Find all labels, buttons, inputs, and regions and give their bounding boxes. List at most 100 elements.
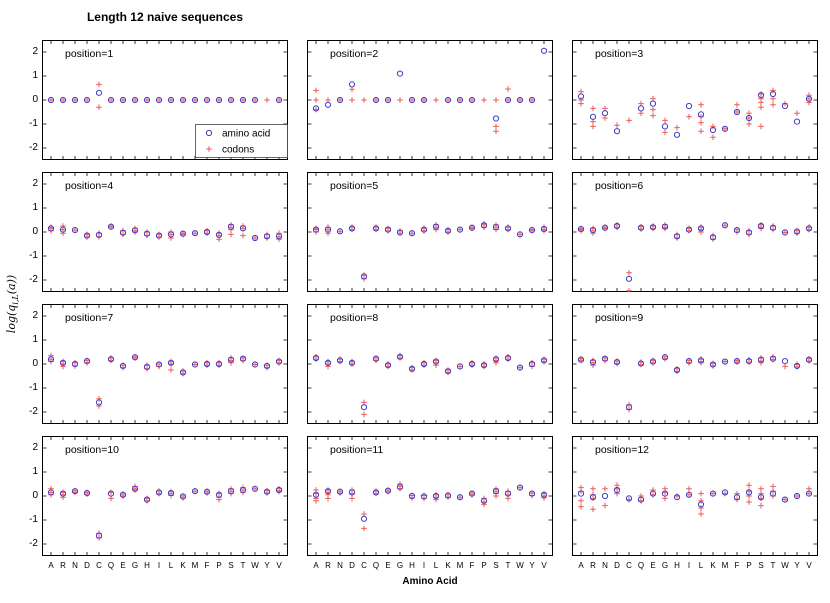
amino-acid-marker	[179, 230, 187, 237]
x-tick-label: V	[276, 561, 282, 570]
codon-marker	[180, 97, 186, 103]
codon-marker	[228, 97, 234, 103]
amino-acid-marker	[372, 96, 380, 104]
plot-area: position=8	[307, 304, 553, 424]
codon-marker	[758, 502, 764, 509]
codon-marker	[746, 121, 752, 127]
amino-acid-marker	[540, 226, 548, 233]
codon-marker	[782, 229, 788, 236]
codon-marker	[361, 411, 367, 418]
codon-marker	[758, 490, 764, 497]
codon-markers	[578, 354, 812, 413]
codon-marker	[325, 495, 331, 502]
amino-acid-marker	[324, 226, 332, 233]
amino-acid-marker	[239, 355, 247, 362]
x-tick-label: M	[721, 561, 729, 570]
amino-acid-marker	[685, 102, 693, 110]
panel-border	[307, 304, 553, 424]
amino-acid-marker	[661, 223, 669, 230]
amino-acid-marker	[480, 497, 488, 504]
x-tick-label: M	[456, 561, 464, 570]
amino-acid-marker	[757, 92, 765, 99]
x-tick-label: P	[216, 561, 222, 570]
x-tick-label: F	[469, 561, 475, 570]
panel-position-label: position=1	[65, 48, 113, 60]
amino-acid-marker	[805, 356, 813, 363]
codon-markers	[578, 87, 812, 140]
codon-marker	[806, 99, 812, 106]
panel-position-4: position=4	[42, 172, 288, 292]
legend-circle-marker-icon	[205, 129, 213, 137]
y-tick-label: 2	[32, 441, 38, 453]
amino-acid-marker	[155, 361, 163, 368]
amino-acid-marker	[589, 494, 597, 501]
codon-marker	[313, 87, 319, 94]
amino-acid-marker	[685, 358, 693, 365]
amino-acid-marker	[143, 496, 151, 503]
x-tick-label: R	[325, 561, 331, 570]
amino-acid-marker	[239, 225, 247, 232]
codon-marker	[96, 403, 102, 409]
x-tick-label: E	[650, 561, 656, 570]
amino-acid-marker	[275, 358, 283, 365]
amino-acid-marker	[601, 355, 609, 362]
codon-marker	[590, 506, 596, 512]
x-tick-label: S	[493, 561, 499, 570]
axis-ticks	[573, 41, 817, 159]
codon-marker	[264, 97, 270, 103]
amino-acid-marker	[167, 490, 175, 497]
panel-position-label: position=11	[330, 444, 383, 456]
amino-acid-marker	[275, 486, 283, 494]
x-tick-label: K	[445, 561, 451, 570]
amino-acid-marker	[59, 226, 67, 233]
amino-acid-marker	[697, 111, 705, 118]
codon-marker	[445, 97, 451, 103]
x-tick-label: K	[180, 561, 186, 570]
codon-marker	[337, 228, 343, 235]
amino-acid-marker	[805, 490, 813, 497]
amino-acid-marker	[251, 361, 259, 368]
amino-acid-marker	[745, 358, 753, 365]
x-tick-label: H	[674, 561, 680, 570]
amino-acid-marker	[540, 491, 548, 498]
codon-marker	[433, 362, 439, 368]
figure-title: Length 12 naive sequences	[86, 10, 244, 24]
amino-acid-marker	[324, 488, 332, 495]
amino-acid-marker	[613, 486, 621, 494]
codon-marker	[758, 104, 764, 110]
amino-acid-marker	[191, 96, 199, 104]
amino-acid-marker	[444, 368, 452, 375]
amino-acid-marker	[649, 490, 657, 497]
codon-marker	[698, 128, 704, 134]
amino-acid-marker	[456, 226, 464, 233]
amino-acid-marker	[468, 224, 476, 231]
amino-acid-marker	[239, 96, 247, 104]
codon-marker	[541, 495, 547, 501]
amino-acid-markers	[577, 486, 813, 508]
amino-acid-marker	[757, 494, 765, 501]
codon-marker	[698, 490, 704, 497]
codon-marker	[313, 97, 319, 103]
codon-marker	[433, 496, 439, 503]
x-tick-label: G	[396, 561, 404, 570]
amino-acid-marker	[516, 96, 524, 104]
x-tick-label: G	[661, 561, 669, 570]
amino-acid-marker	[408, 365, 416, 372]
codon-marker	[710, 134, 716, 140]
codon-marker	[662, 129, 668, 136]
legend: amino acid codons	[195, 124, 288, 158]
amino-acid-marker	[504, 96, 512, 104]
codon-marker	[746, 115, 752, 121]
codon-marker	[590, 105, 596, 112]
axis-ticks	[573, 173, 817, 291]
amino-acid-markers	[577, 222, 813, 282]
amino-acid-marker	[179, 369, 187, 376]
x-tick-label: E	[385, 561, 391, 570]
amino-acid-marker	[540, 47, 548, 54]
panel-position-label: position=4	[65, 180, 113, 192]
amino-acid-marker	[589, 226, 597, 234]
amino-acid-markers	[312, 47, 548, 122]
amino-acid-marker	[721, 489, 729, 496]
amino-acid-marker	[709, 361, 717, 368]
panel-position-12: position=12	[572, 436, 818, 556]
